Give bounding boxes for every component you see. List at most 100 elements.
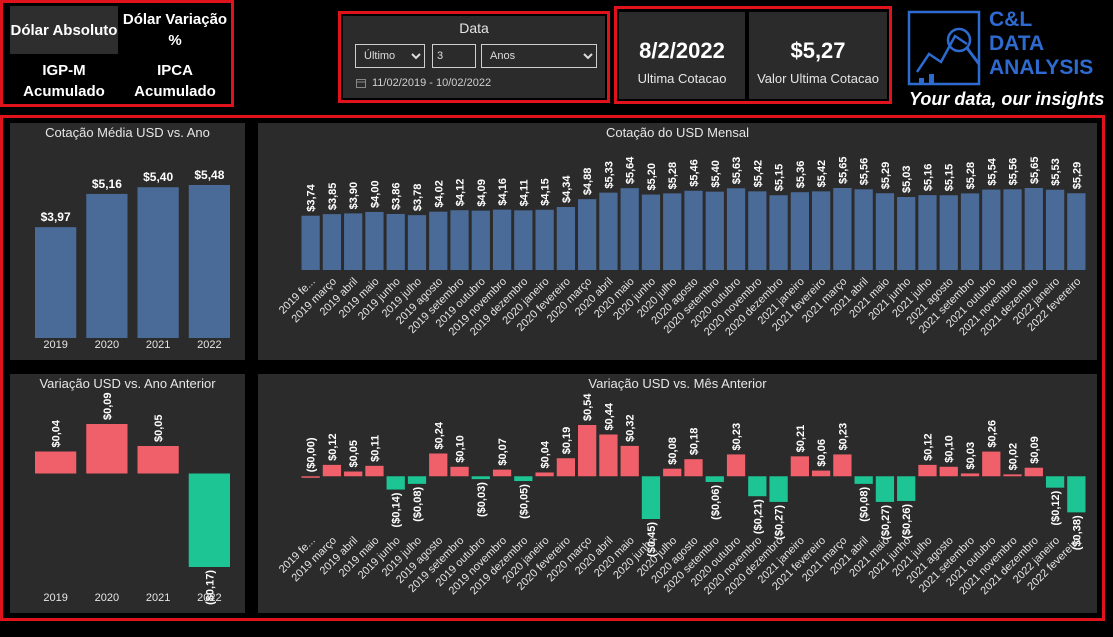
data-label: $5,28 [965, 162, 977, 190]
data-label: $0,24 [433, 421, 445, 449]
bar [982, 451, 1001, 477]
data-label: $5,64 [625, 156, 637, 184]
data-label: $0,12 [327, 433, 339, 461]
bar [684, 459, 703, 477]
data-label: $5,40 [710, 160, 722, 188]
bar [897, 476, 916, 501]
data-label: $0,21 [795, 425, 807, 453]
bar [875, 476, 895, 502]
bar [1067, 476, 1086, 513]
data-label: $4,15 [540, 178, 552, 206]
bar [386, 213, 405, 270]
category-label: 2021 [146, 592, 170, 604]
data-label: $5,15 [944, 164, 956, 192]
bar [578, 199, 597, 270]
bar [620, 188, 639, 270]
data-label: ($0,45) [646, 522, 658, 557]
data-label: $5,29 [1071, 162, 1083, 190]
data-label: $3,90 [348, 182, 360, 210]
data-label: $4,02 [433, 180, 445, 208]
data-label: ($0,27) [774, 505, 786, 540]
data-label: $5,65 [1029, 156, 1041, 184]
bar [705, 476, 724, 482]
data-label: $0,18 [689, 428, 701, 456]
annual-var-title: Variação USD vs. Ano Anterior [39, 376, 216, 391]
relative-count-input[interactable] [432, 44, 476, 68]
data-label: ($0,00) [306, 437, 318, 472]
data-label: $0,04 [51, 419, 63, 447]
data-label: $0,05 [153, 414, 165, 442]
bar [960, 193, 980, 270]
data-label: $3,74 [306, 183, 318, 211]
kpi-frame [614, 6, 892, 104]
bar [471, 476, 490, 480]
data-label: $4,16 [497, 178, 509, 206]
bar [641, 194, 661, 270]
monthly-avg-panel: Cotação do USD Mensal $3,74 2019 fe... $3,… [258, 123, 1097, 360]
date-filter-panel: Data Último Anos 11/02/2019 - 10/02/2022 [343, 16, 605, 98]
nav-igpm-button[interactable]: IGP-M Acumulado [23, 62, 105, 100]
monthly-var-panel: Variação USD vs. Mês Anterior ($0,00) 201… [258, 374, 1097, 613]
logo-tagline: Your data, our insights [909, 89, 1105, 109]
data-label: $0,44 [603, 402, 615, 430]
bar [663, 193, 682, 270]
nav-dolar-absoluto-button[interactable]: Dólar Absoluto [10, 6, 118, 54]
data-label: ($0,08) [412, 487, 424, 522]
category-label: 2019 [43, 592, 67, 604]
monthly-var-title: Variação USD vs. Mês Anterior [588, 376, 767, 391]
data-label: $5,40 [143, 170, 173, 184]
category-label: 2021 [146, 339, 170, 351]
relative-unit-select[interactable]: Anos [481, 44, 597, 68]
bar [492, 209, 512, 270]
data-label: $5,65 [837, 156, 849, 184]
bar [386, 476, 405, 490]
bar [833, 454, 852, 477]
bar [1003, 474, 1022, 477]
kpi-last-date-label: Ultima Cotacao [637, 71, 727, 86]
category-label: 2020 [95, 339, 119, 351]
data-label: $4,09 [476, 179, 488, 207]
bar [897, 196, 916, 270]
bar [514, 210, 533, 270]
bar [748, 191, 767, 270]
data-label: $0,08 [667, 437, 679, 465]
data-label: $3,85 [327, 183, 339, 211]
bar [663, 468, 682, 477]
bar [407, 215, 427, 270]
bar [322, 214, 342, 270]
bar [429, 453, 448, 477]
date-range-text: 11/02/2019 - 10/02/2022 [372, 77, 492, 89]
data-label: $0,09 [102, 392, 114, 420]
bar [790, 456, 809, 477]
nav-dolar-variacao-button[interactable]: Dólar Variação % [122, 11, 228, 49]
nav-frame [0, 0, 234, 107]
kpi-last-date-value: 8/2/2022 [639, 38, 725, 63]
bar [705, 191, 724, 270]
relative-mode-select[interactable]: Último [355, 44, 425, 68]
data-label: $5,46 [689, 159, 701, 187]
bar [344, 471, 363, 477]
data-label: $0,10 [455, 435, 467, 463]
data-label: $4,11 [518, 179, 530, 206]
bar [556, 458, 576, 477]
bar [811, 470, 831, 477]
data-label: $5,03 [901, 165, 913, 193]
bar [344, 213, 363, 270]
category-label: 2022 [197, 592, 221, 604]
data-label: ($0,12) [1050, 490, 1062, 525]
nav-ipca-button[interactable]: IPCA Acumulado [134, 62, 216, 100]
data-label: ($0,17) [204, 570, 216, 605]
data-label: $5,54 [986, 157, 998, 185]
bar [599, 192, 618, 270]
data-label: $0,54 [582, 393, 594, 421]
bar [137, 446, 179, 474]
bar [137, 187, 179, 338]
data-label: $0,06 [816, 439, 828, 467]
bar [35, 451, 77, 474]
data-label: $5,63 [731, 157, 743, 185]
bar [769, 195, 788, 270]
logo: C&L DATA ANALYSIS Your data, our insight… [905, 6, 1105, 116]
bar [86, 424, 128, 474]
data-label: ($0,06) [710, 485, 722, 520]
data-label: ($0,27) [880, 505, 892, 540]
